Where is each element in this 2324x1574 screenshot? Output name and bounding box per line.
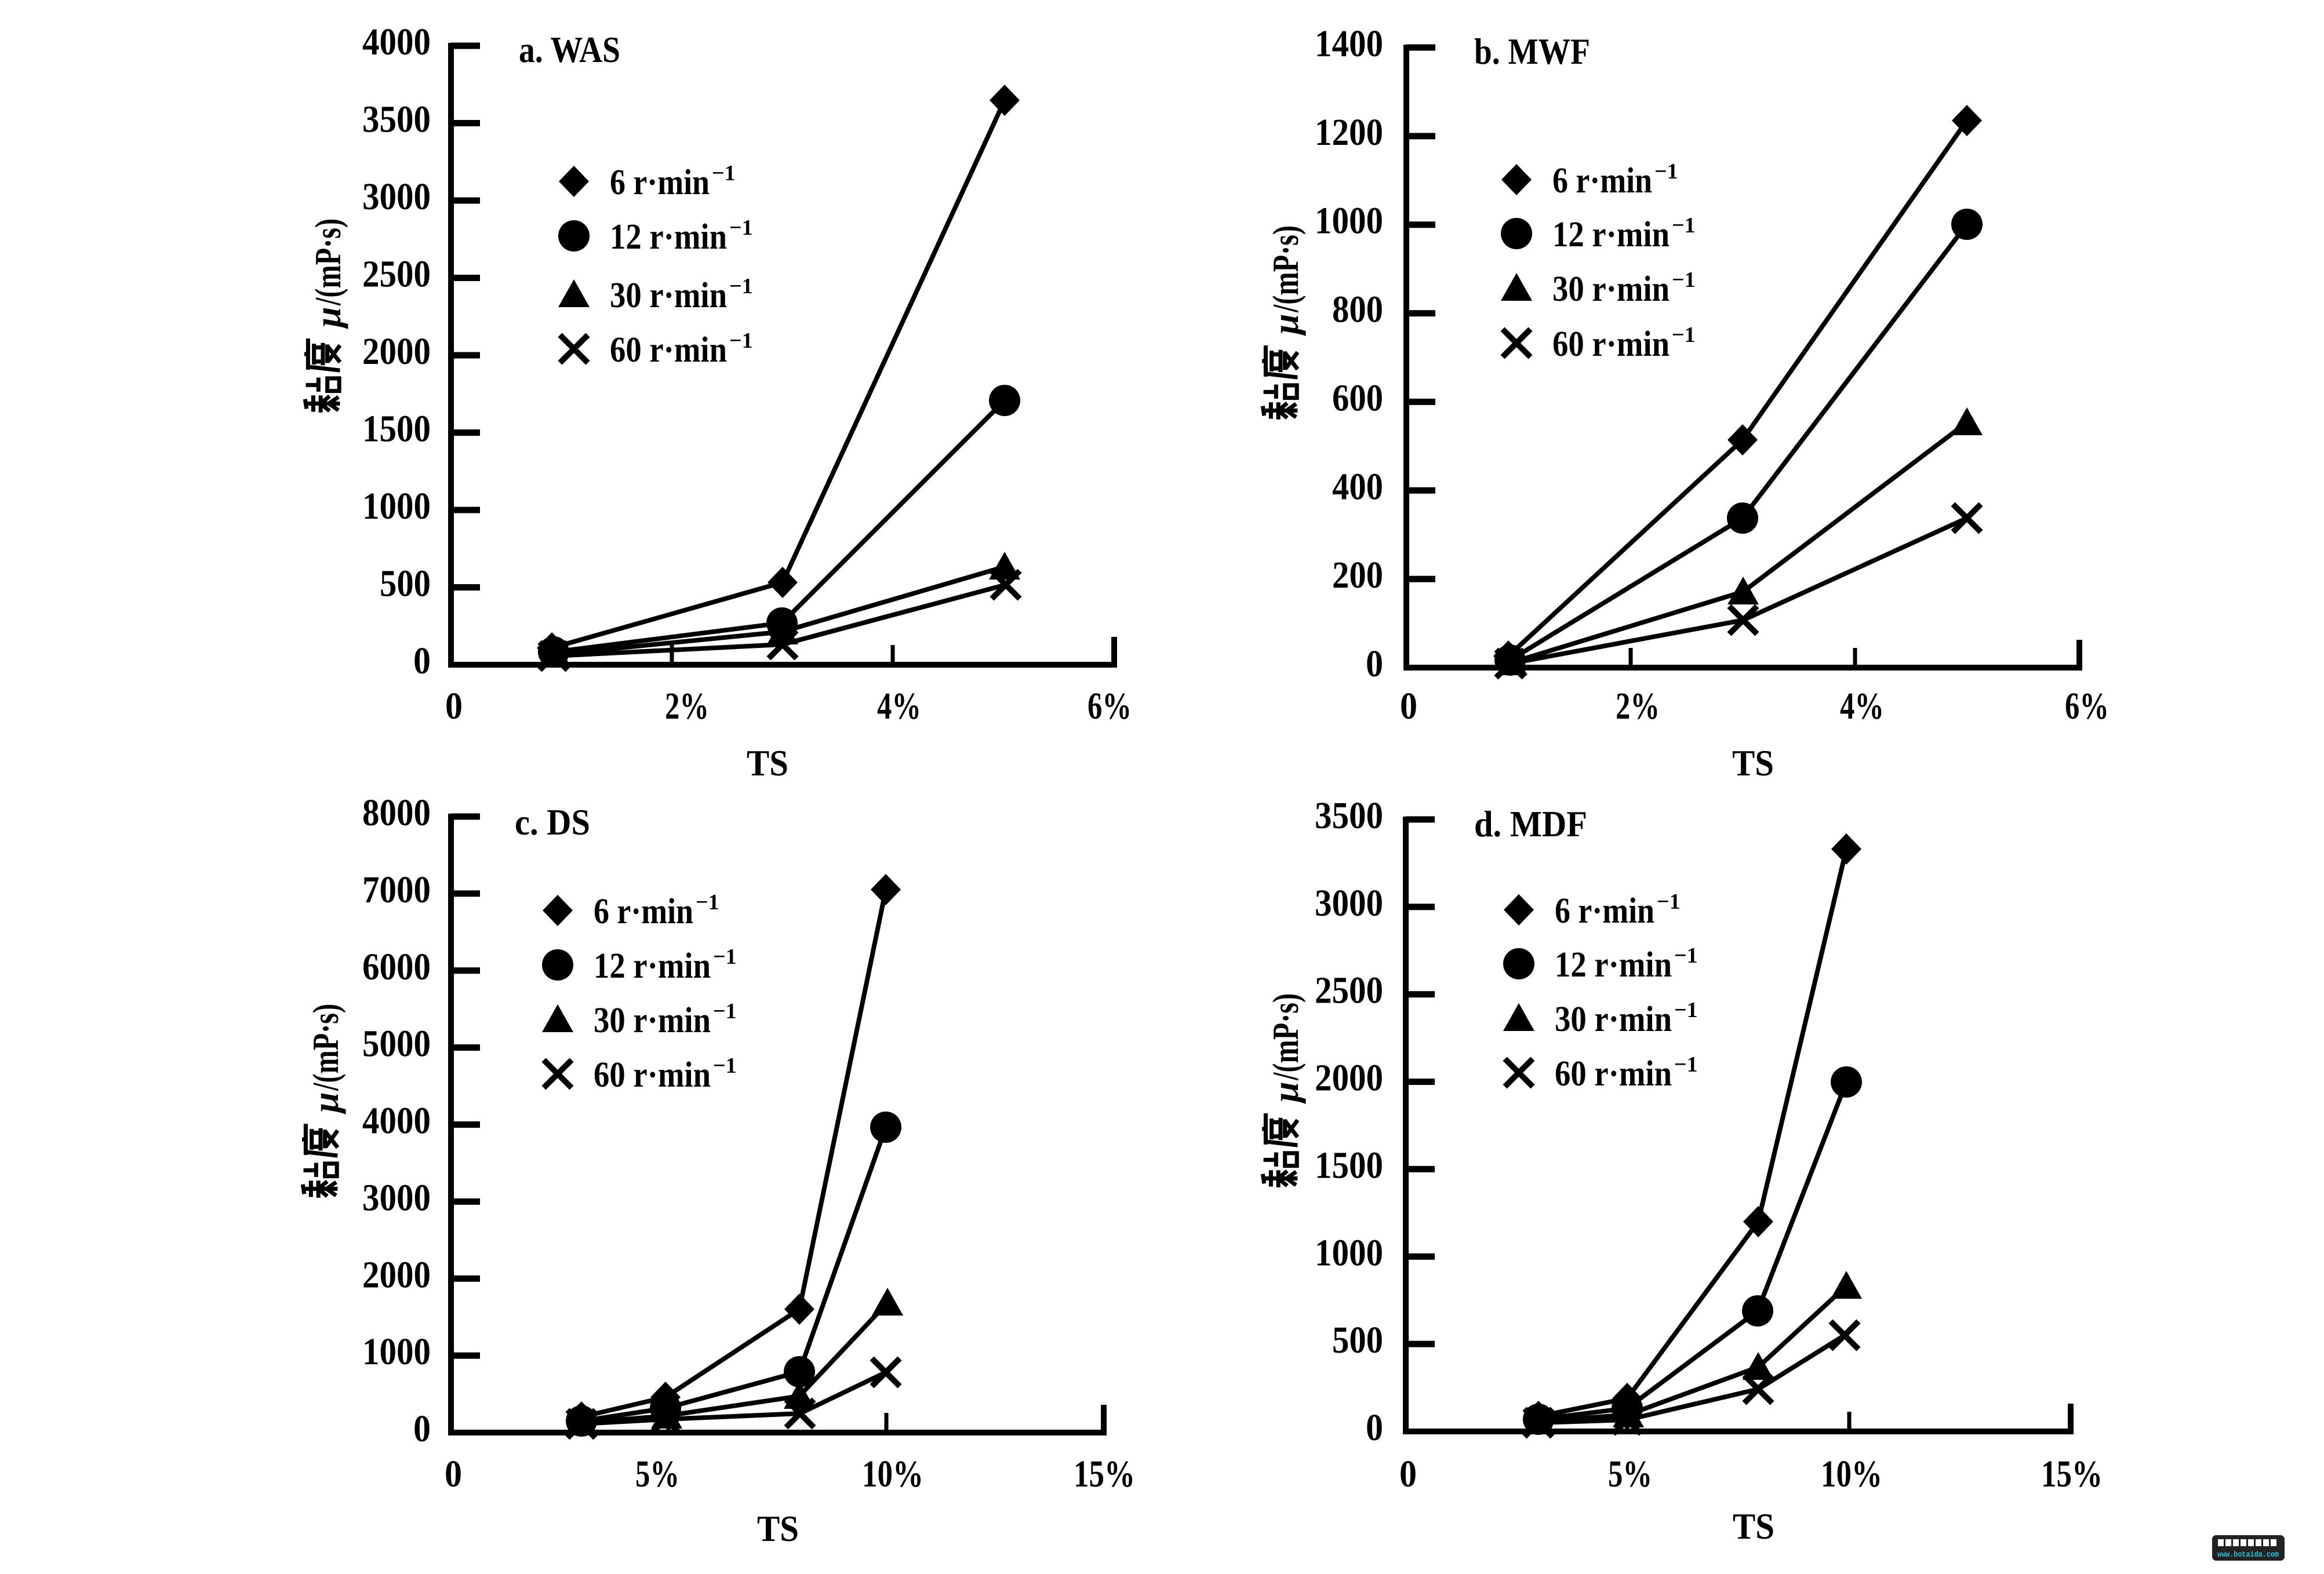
svg-text:μ: μ <box>305 1092 346 1114</box>
svg-text:−1: −1 <box>696 890 719 914</box>
svg-text:μ: μ <box>1265 1081 1306 1104</box>
svg-text:1000: 1000 <box>1315 1231 1383 1274</box>
svg-text:a. WAS: a. WAS <box>519 29 620 70</box>
svg-text:2500: 2500 <box>362 253 431 296</box>
svg-text:2%: 2% <box>665 685 709 727</box>
svg-text:1000: 1000 <box>362 1331 431 1373</box>
svg-text:μ: μ <box>1265 314 1306 336</box>
svg-text:3000: 3000 <box>1315 882 1383 924</box>
svg-text:−1: −1 <box>1674 998 1698 1022</box>
svg-text:1200: 1200 <box>1315 111 1383 154</box>
svg-text:2500: 2500 <box>1315 970 1383 1012</box>
svg-text:6%: 6% <box>2065 685 2109 727</box>
svg-text:0: 0 <box>1366 643 1383 685</box>
svg-text:0: 0 <box>445 685 463 727</box>
svg-text:TS: TS <box>757 1508 799 1549</box>
svg-text:TS: TS <box>1732 742 1774 784</box>
svg-text:μ: μ <box>307 307 348 329</box>
svg-text:0: 0 <box>413 640 431 682</box>
svg-text:30 r·min: 30 r·min <box>1552 269 1670 309</box>
svg-text:0: 0 <box>1399 1453 1417 1495</box>
svg-text:3000: 3000 <box>362 1176 431 1219</box>
svg-text:1500: 1500 <box>362 408 431 450</box>
svg-text:1000: 1000 <box>1315 200 1383 242</box>
svg-text:15%: 15% <box>1074 1453 1135 1495</box>
svg-text:2000: 2000 <box>362 330 431 373</box>
svg-text:2000: 2000 <box>1315 1057 1383 1099</box>
svg-text:30 r·min: 30 r·min <box>594 1001 711 1040</box>
svg-text:800: 800 <box>1332 289 1383 331</box>
svg-text:2000: 2000 <box>362 1254 431 1296</box>
svg-text:/(mP·s): /(mP·s) <box>1265 225 1306 313</box>
svg-text:−1: −1 <box>1674 1052 1698 1077</box>
svg-text:5%: 5% <box>1608 1453 1652 1495</box>
svg-text:/(mP·s): /(mP·s) <box>305 1004 346 1091</box>
svg-text:12 r·min: 12 r·min <box>1555 945 1672 985</box>
svg-text:d. MDF: d. MDF <box>1474 803 1587 844</box>
svg-text:TS: TS <box>1733 1506 1774 1547</box>
svg-text:6 r·min: 6 r·min <box>594 892 693 931</box>
svg-text:200: 200 <box>1332 554 1383 596</box>
svg-text:−1: −1 <box>713 945 737 969</box>
svg-text:−1: −1 <box>729 216 753 240</box>
svg-text:−1: −1 <box>1674 943 1698 968</box>
svg-text:−1: −1 <box>1672 213 1696 238</box>
svg-text:12 r·min: 12 r·min <box>1552 215 1670 254</box>
svg-text:TS: TS <box>747 742 788 784</box>
svg-text:30 r·min: 30 r·min <box>610 276 727 315</box>
svg-text:−1: −1 <box>729 329 753 353</box>
svg-text:4000: 4000 <box>362 1100 431 1142</box>
svg-text:6000: 6000 <box>362 946 431 988</box>
svg-text:6 r·min: 6 r·min <box>1555 891 1654 931</box>
svg-text:1400: 1400 <box>1315 23 1383 65</box>
svg-text:3500: 3500 <box>1315 795 1383 837</box>
svg-text:/(mP·s): /(mP·s) <box>307 218 348 306</box>
svg-text:−1: −1 <box>712 161 736 185</box>
svg-text:1500: 1500 <box>1315 1144 1383 1186</box>
svg-text:1000: 1000 <box>362 485 431 527</box>
svg-text:6%: 6% <box>1088 685 1132 727</box>
svg-text:15%: 15% <box>2041 1453 2103 1495</box>
svg-text:−1: −1 <box>729 274 753 298</box>
svg-text:0: 0 <box>445 1453 462 1495</box>
svg-text:12 r·min: 12 r·min <box>594 946 711 986</box>
svg-text:500: 500 <box>1332 1319 1383 1361</box>
svg-text:4%: 4% <box>1840 685 1884 727</box>
svg-text:600: 600 <box>1332 377 1383 419</box>
svg-text:500: 500 <box>380 563 431 605</box>
svg-text:5000: 5000 <box>362 1023 431 1065</box>
svg-text:6 r·min: 6 r·min <box>1552 161 1652 201</box>
svg-text:5%: 5% <box>635 1453 679 1495</box>
svg-text:b. MWF: b. MWF <box>1474 31 1590 72</box>
svg-text:60 r·min: 60 r·min <box>610 330 727 370</box>
svg-text:−1: −1 <box>1672 268 1696 292</box>
svg-text:60 r·min: 60 r·min <box>1552 325 1670 364</box>
svg-text:7000: 7000 <box>362 869 431 911</box>
svg-text:−1: −1 <box>713 999 737 1023</box>
svg-text:0: 0 <box>1366 1407 1383 1449</box>
svg-text:400: 400 <box>1332 465 1383 508</box>
svg-text:3500: 3500 <box>362 99 431 141</box>
svg-text:−1: −1 <box>1654 159 1678 184</box>
svg-text:−1: −1 <box>713 1054 737 1078</box>
svg-text:www.botaida.com: www.botaida.com <box>2217 1550 2279 1560</box>
svg-text:60 r·min: 60 r·min <box>594 1055 711 1095</box>
svg-text:0: 0 <box>1400 685 1417 727</box>
svg-text:3000: 3000 <box>362 176 431 218</box>
svg-text:8000: 8000 <box>362 792 431 834</box>
svg-text:0: 0 <box>413 1408 431 1450</box>
svg-text:12 r·min: 12 r·min <box>610 217 727 257</box>
svg-text:60 r·min: 60 r·min <box>1555 1054 1672 1094</box>
svg-text:c. DS: c. DS <box>515 801 590 843</box>
svg-text:/(mP·s): /(mP·s) <box>1265 993 1306 1081</box>
svg-text:2%: 2% <box>1616 685 1660 727</box>
svg-text:4000: 4000 <box>362 21 431 63</box>
svg-text:6 r·min: 6 r·min <box>610 163 710 202</box>
svg-text:−1: −1 <box>1672 323 1696 347</box>
svg-text:−1: −1 <box>1657 890 1681 914</box>
svg-text:10%: 10% <box>1821 1453 1882 1495</box>
svg-text:4%: 4% <box>877 685 921 727</box>
svg-text:10%: 10% <box>862 1453 923 1495</box>
svg-text:30 r·min: 30 r·min <box>1555 1000 1672 1039</box>
